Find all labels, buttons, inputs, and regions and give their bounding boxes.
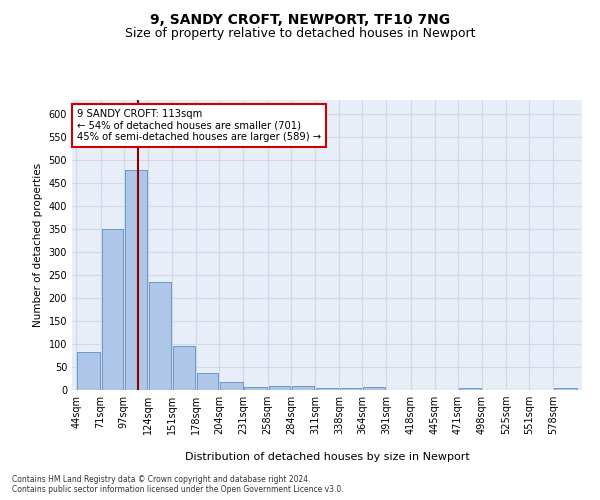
Bar	[269, 386, 290, 390]
Bar	[125, 170, 147, 390]
Text: 9 SANDY CROFT: 113sqm
← 54% of detached houses are smaller (701)
45% of semi-det: 9 SANDY CROFT: 113sqm ← 54% of detached …	[77, 109, 322, 142]
Bar	[77, 352, 100, 390]
Bar	[244, 387, 266, 390]
Bar	[101, 229, 123, 390]
Bar	[340, 388, 361, 390]
Bar	[554, 388, 577, 390]
Text: 9, SANDY CROFT, NEWPORT, TF10 7NG: 9, SANDY CROFT, NEWPORT, TF10 7NG	[150, 12, 450, 26]
Bar	[292, 386, 314, 390]
Bar	[459, 388, 481, 390]
Bar	[197, 373, 218, 390]
Bar	[316, 388, 338, 390]
Bar	[173, 346, 195, 390]
Text: Size of property relative to detached houses in Newport: Size of property relative to detached ho…	[125, 28, 475, 40]
Bar	[363, 387, 385, 390]
Text: Contains public sector information licensed under the Open Government Licence v3: Contains public sector information licen…	[12, 485, 344, 494]
Y-axis label: Number of detached properties: Number of detached properties	[33, 163, 43, 327]
Bar	[220, 382, 242, 390]
Text: Distribution of detached houses by size in Newport: Distribution of detached houses by size …	[185, 452, 469, 462]
Bar	[149, 282, 171, 390]
Text: Contains HM Land Registry data © Crown copyright and database right 2024.: Contains HM Land Registry data © Crown c…	[12, 475, 311, 484]
